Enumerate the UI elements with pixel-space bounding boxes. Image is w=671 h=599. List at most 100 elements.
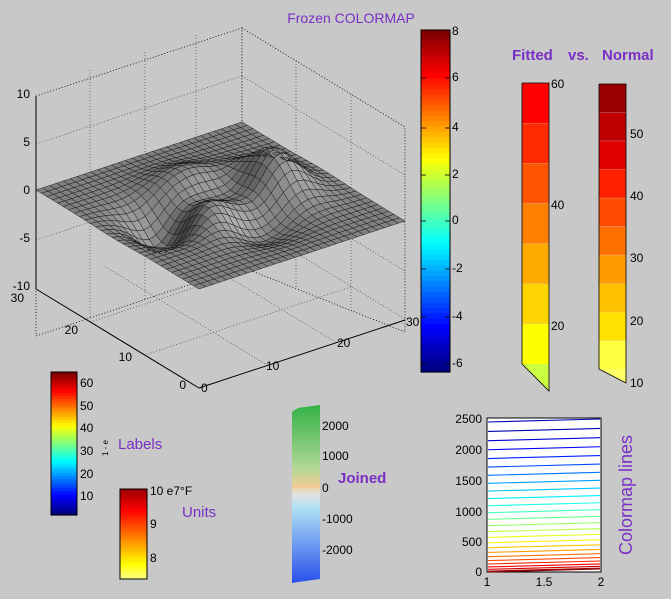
colorbar-bin [521,82,550,124]
contour-line [487,515,601,520]
colorbar-strip [51,506,77,510]
contour-line [487,553,601,558]
colorbar-strip [421,222,450,229]
colorbar-strip [120,556,147,560]
colorbar-strip [421,62,450,68]
colorbar-strip [120,534,147,537]
colorbar-strip [292,566,320,570]
contour-x-tick: 2 [598,575,605,589]
colorbar-strip [51,500,77,504]
colorbar-tick: 30 [80,444,94,458]
colorbar-strip [51,440,77,445]
colorbar-strip [292,446,320,450]
colorbar-strip [292,419,320,423]
contour-line [487,568,601,573]
colorbar-strip [421,195,450,202]
colorbar-strip [120,522,147,526]
colorbar-strip [51,419,77,424]
colorbar-tick: -1000 [322,512,353,526]
colorbar-strip [120,495,147,499]
colorbar-strip [120,489,147,492]
contour-x-tick: 1 [484,575,491,589]
colorbar-gradient [51,372,77,516]
colorbar-fitted: 60 40 20 [521,77,565,392]
colorbar-strip [51,464,77,468]
colorbar-strip [421,211,450,218]
colorbar-strip [51,404,77,409]
colorbar-frame [598,83,627,384]
colorbar-tick: 40 [630,189,644,203]
colorbar-strip [51,372,77,376]
contour-title: Colormap lines [616,435,636,555]
colorbar-strip [421,78,450,85]
colorbar-strip [292,452,320,456]
contour-line [487,487,601,492]
colorbar-strip [292,479,320,483]
contour-line [487,557,601,562]
colorbar-strip [292,575,320,579]
colorbar-frame [420,29,451,373]
colorbar-strip [421,152,450,159]
colorbar-strip [120,513,147,517]
colorbar-tick: 2 [452,167,459,181]
colorbar-strip [421,334,450,341]
colorbar-strip [292,518,320,522]
colorbar-strip [421,206,450,213]
colorbar-strip [292,407,320,411]
colorbar-strip [421,297,450,304]
colorbar-strip [421,201,450,207]
colorbar-strip [120,554,147,558]
colorbar-strip [120,502,147,506]
colorbar-tick: 0 [322,481,329,495]
colorbar-strip [421,72,450,79]
colorbar-strip [51,425,77,430]
colorbar-strip [51,407,77,412]
colorbar-bin [598,340,627,370]
colorbar-bin [598,83,627,114]
colorbar-tick: 20 [80,467,94,481]
surface-title: Frozen COLORMAP [287,10,415,26]
colorbar-strip [120,563,147,567]
colorbar-strip [292,488,320,492]
colorbar-strip [51,497,77,501]
colorbar-tick: 8 [150,551,157,565]
colorbar-bin [598,140,627,171]
colorbar-strip [51,428,77,433]
colorbar-tick: 1000 [322,449,349,463]
colorbar-tick: 60 [551,77,565,91]
colorbar-tick: -4 [452,309,463,323]
colorbar-strip [421,136,450,143]
z-tick: -10 [13,279,31,293]
colorbar-strip [120,536,147,540]
colorbar-strip [292,524,320,528]
colorbar-strip [421,243,450,250]
colorbar-strip [292,482,320,486]
colorbar-tick: 20 [551,319,565,333]
contour-line [487,560,601,565]
colorbar-strip [51,470,77,474]
contour-line [487,427,601,433]
colorbar-tick: 20 [630,314,644,328]
colorbar-strip [120,576,147,580]
colorbar-strip [51,485,77,489]
colorbar-strip [120,507,147,510]
colorbar-strip [120,498,147,501]
colorbar-strip [120,540,147,544]
colorbar-strip [292,494,320,498]
colorbar-strip [421,51,450,58]
colorbar-strip [120,491,147,495]
colorbar-strip [421,313,450,320]
colorbar-strip [421,142,450,149]
colorbar-strip [292,449,320,453]
colorbar-joined: 2000 1000 0 -1000 -2000 Joined [292,405,386,583]
colorbar-strip [421,323,450,330]
colorbar-strip [292,509,320,513]
colorbar-strip [292,551,320,555]
colorbar-tick: 40 [80,421,94,435]
colorbar-strip [120,547,147,551]
colorbar-strip [421,46,450,52]
colorbar-bin [598,112,627,142]
colorbar-strip [421,345,450,352]
colorbar-strip [120,538,147,542]
colorbar-strip [421,238,450,245]
